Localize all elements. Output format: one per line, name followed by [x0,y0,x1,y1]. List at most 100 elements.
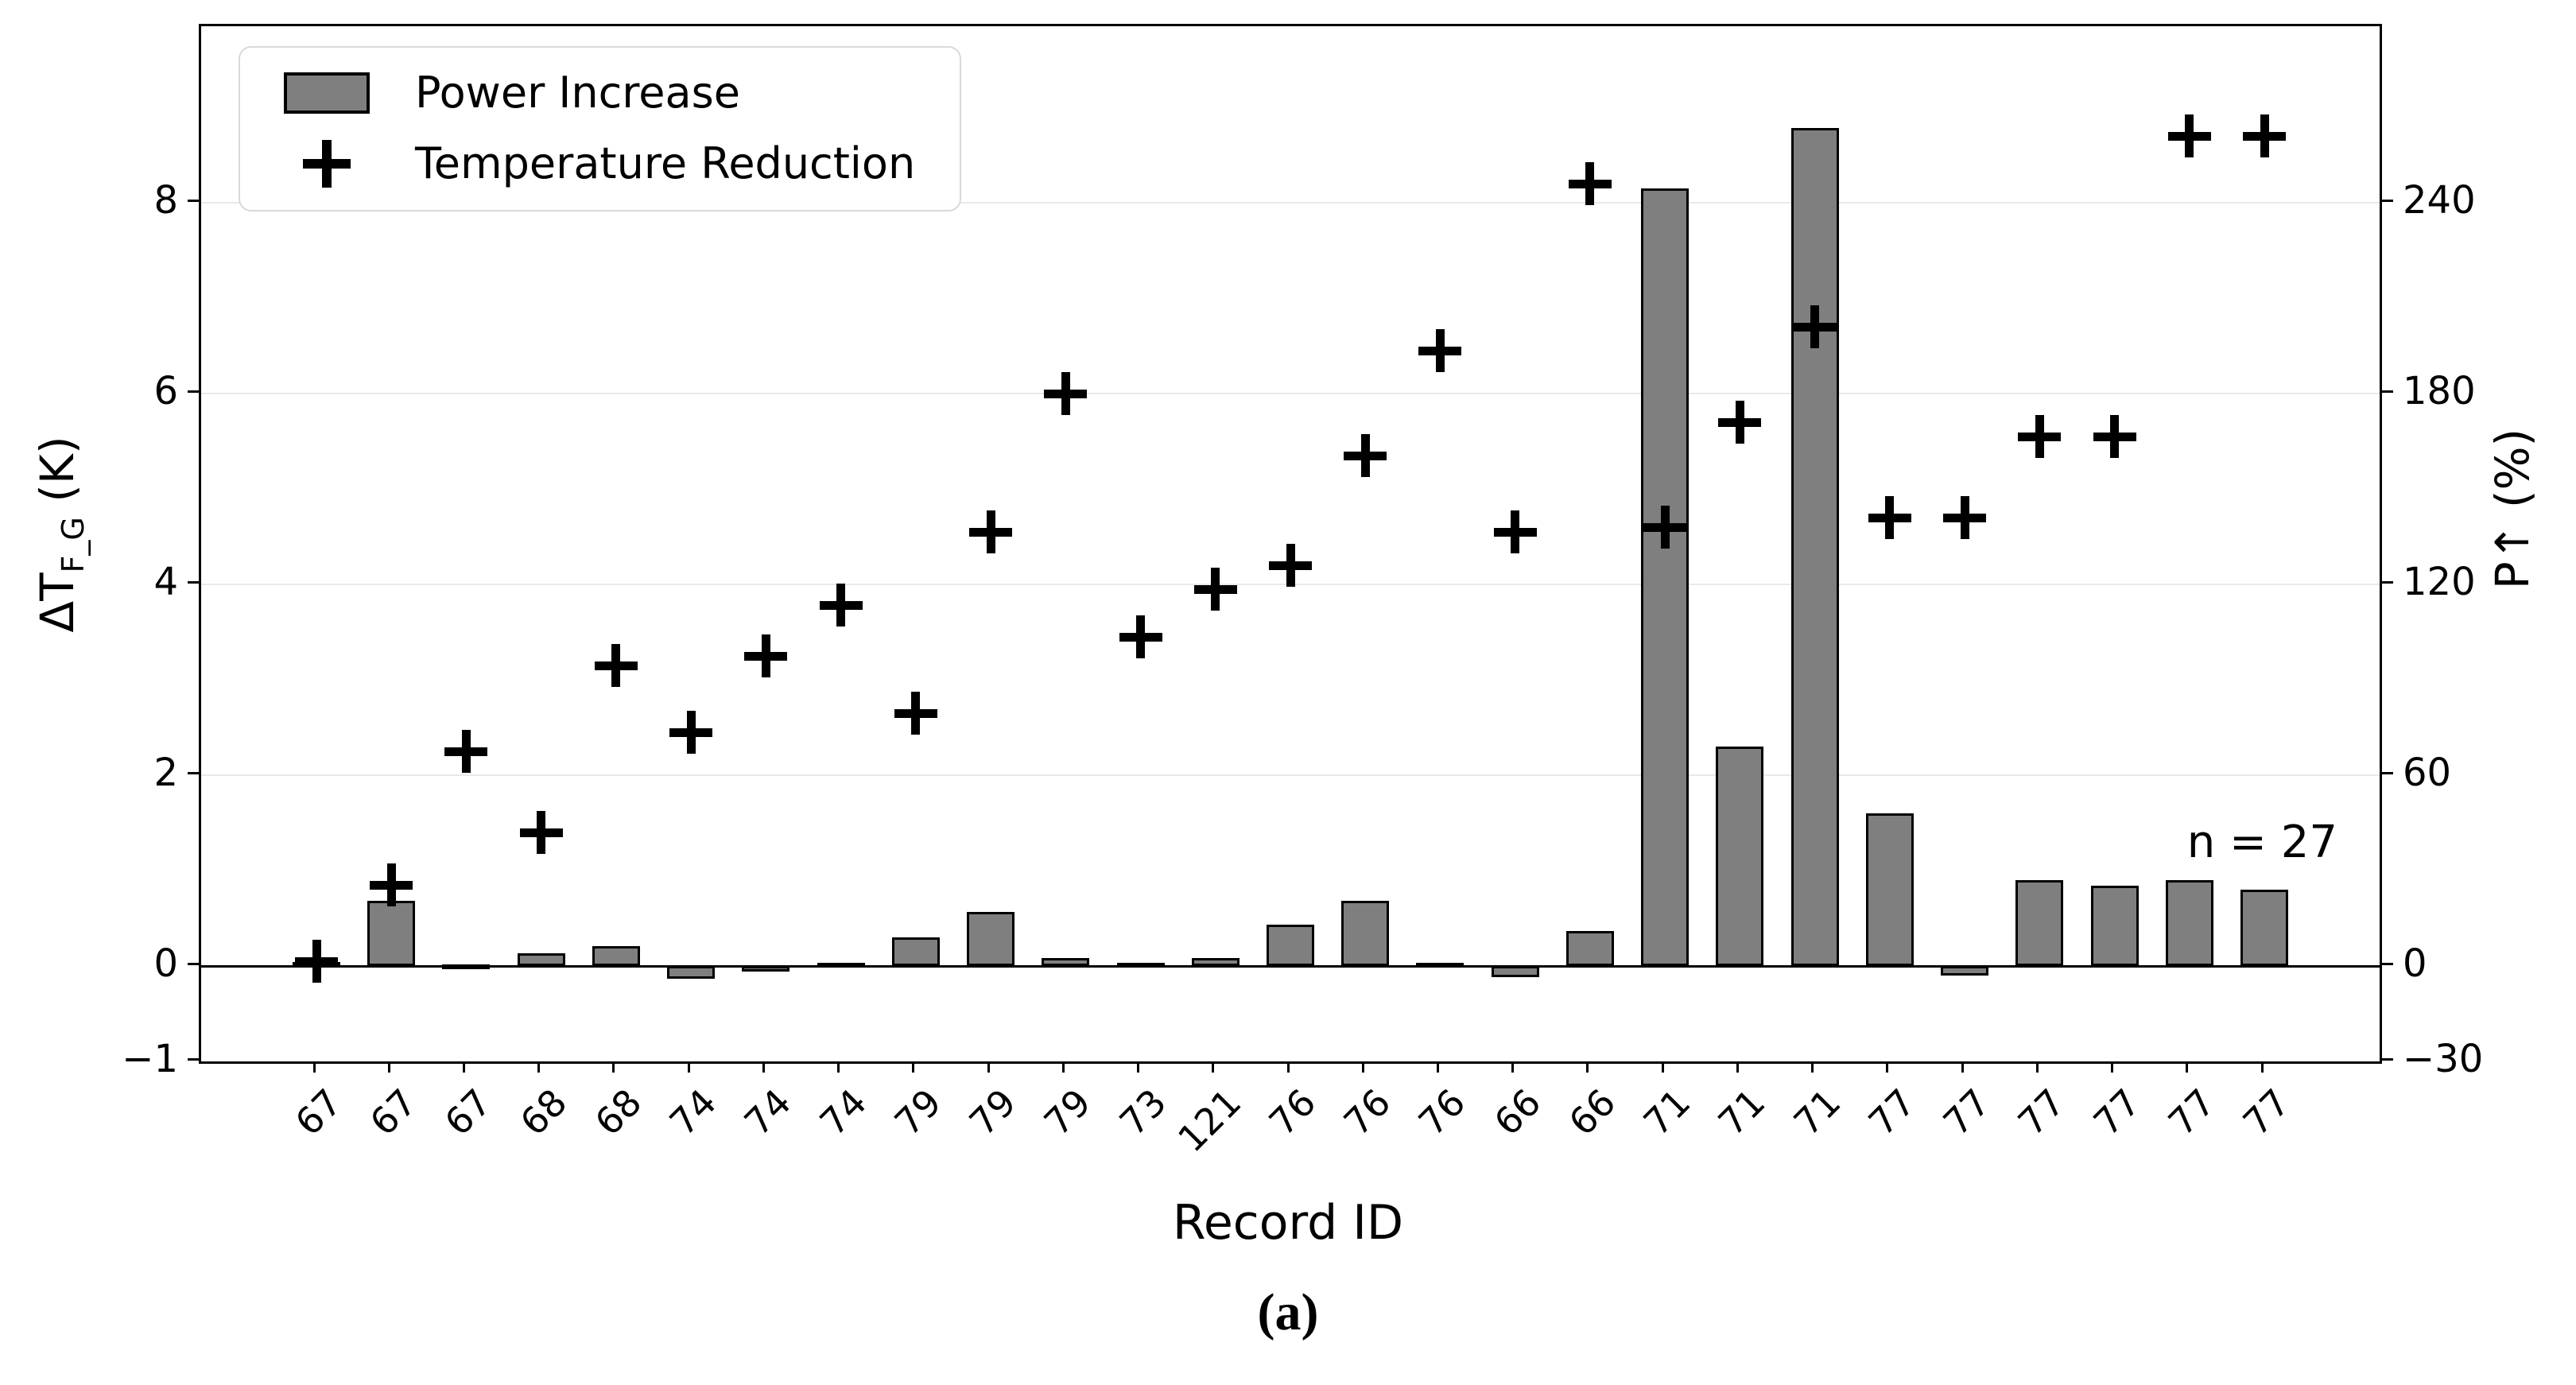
bar [1565,930,1614,966]
plus-marker [1643,506,1687,549]
x-tick [462,1061,465,1073]
y-right-tick [2382,962,2393,965]
plus-marker [819,584,863,627]
y-left-tick [188,580,199,584]
bar [2240,890,2288,966]
y-left-tick-label: 4 [153,560,178,604]
bar [1042,958,1090,966]
legend-item-label: Temperature Reduction [415,138,916,188]
y-left-axis-title-sub: F_G [55,517,91,573]
y-left-tick [188,962,199,965]
y-left-tick [188,199,199,202]
x-tick [762,1061,765,1073]
x-tick-label: 79 [886,1080,950,1144]
x-tick [1061,1061,1065,1073]
y-left-axis-title-unit: (K) [30,436,85,518]
zero-line [201,964,2380,968]
plus-marker [1793,305,1837,348]
x-tick-label: 77 [1934,1080,1999,1144]
x-tick-label: 77 [1860,1080,1924,1144]
x-tick-label: 74 [736,1080,800,1144]
plus-marker [1493,510,1537,553]
gridline [201,774,2380,776]
y-right-tick [2382,199,2393,202]
bar [1790,128,1839,966]
bar [1641,188,1690,966]
y-left-tick-label: 6 [153,369,178,413]
x-tick [612,1061,615,1073]
plus-marker [594,644,638,687]
x-tick-label: 77 [2159,1080,2224,1144]
bar [2090,886,2139,966]
legend-item: Power Increase [267,70,915,116]
x-tick [1661,1061,1664,1073]
bar [517,953,565,966]
y-left-tick-label: 0 [153,941,178,986]
plus-marker [370,863,413,906]
x-tick [912,1061,915,1073]
bar [1191,958,1240,966]
y-left-tick [188,390,199,393]
legend-icon-cell [267,140,386,188]
bar [442,964,491,969]
x-tick-label: 74 [811,1080,875,1144]
y-right-tick-label: 60 [2403,751,2452,795]
plus-marker [894,692,937,735]
x-tick [1286,1061,1290,1073]
x-tick [2035,1061,2039,1073]
sample-size-annotation: n = 27 [2186,817,2337,868]
x-tick-label: 66 [1485,1080,1550,1144]
legend-item: Temperature Reduction [267,140,915,188]
y-left-tick-label: 2 [153,751,178,795]
bar [667,966,716,979]
x-tick [987,1061,990,1073]
x-tick-label: 76 [1335,1080,1399,1144]
x-tick-label: 67 [286,1080,351,1144]
bar [367,901,416,966]
x-tick [1212,1061,1215,1073]
x-tick-label: 67 [361,1080,425,1144]
y-left-tick-label: −1 [122,1037,178,1081]
x-tick-label: 71 [1710,1080,1774,1144]
x-tick [1511,1061,1515,1073]
y-left-tick-label: 8 [153,178,178,223]
bar [1716,747,1764,966]
plus-marker [2167,114,2211,157]
gridline [201,393,2380,394]
plus-marker [969,510,1013,553]
plus-marker [2093,415,2136,458]
x-tick-label: 68 [586,1080,650,1144]
x-tick-label: 77 [2010,1080,2074,1144]
x-tick [1361,1061,1364,1073]
x-tick-label: 79 [960,1080,1025,1144]
x-tick [1811,1061,1814,1073]
bar [1116,963,1165,968]
y-right-tick [2382,390,2393,393]
x-axis-title: Record ID [1172,1195,1404,1251]
y-left-tick [188,1057,199,1061]
plus-marker [295,940,338,983]
y-right-tick-label: 0 [2403,941,2427,986]
x-tick-label: 121 [1169,1080,1250,1161]
plus-marker [1718,401,1762,444]
x-tick-label: 79 [1036,1080,1100,1144]
x-tick [1137,1061,1140,1073]
legend-icon-cell [267,72,386,114]
x-tick-label: 67 [436,1080,500,1144]
plus-marker [1943,496,1987,539]
plus-marker [519,811,563,854]
plus-marker [1418,329,1462,372]
plus-marker [2243,114,2286,157]
y-right-tick [2382,580,2393,584]
gridline [201,202,2380,204]
plus-marker [1568,162,1612,205]
plus-marker [1269,544,1312,587]
x-tick [1961,1061,1964,1073]
bar [1865,813,1914,966]
x-tick [837,1061,840,1073]
bar [2015,880,2064,966]
x-tick [387,1061,390,1073]
bar [1416,963,1465,968]
x-tick-label: 68 [511,1080,576,1144]
bar [1341,901,1390,966]
